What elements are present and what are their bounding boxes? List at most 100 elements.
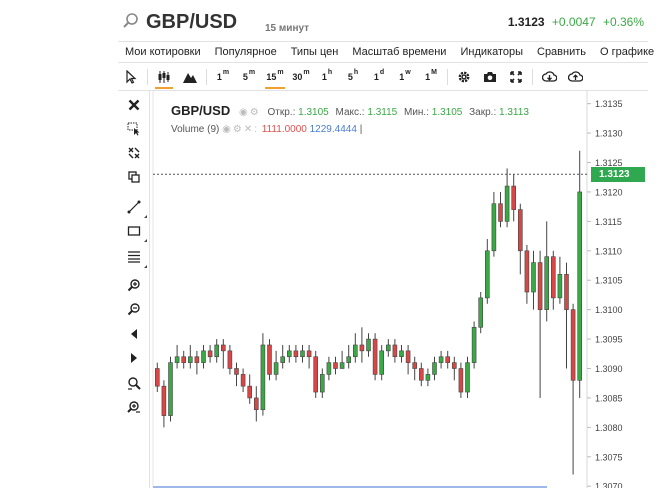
- scroll-right-icon[interactable]: [124, 348, 144, 368]
- menu-indicators[interactable]: Индикаторы: [460, 46, 523, 58]
- more-icon[interactable]: :: [254, 124, 258, 135]
- scroll-left-icon[interactable]: [124, 324, 144, 344]
- candle-body: [188, 356, 193, 363]
- volume-value-1: 1111.0000: [261, 124, 307, 135]
- y-tick-label: 1.3115: [595, 217, 622, 227]
- select-cursor-icon[interactable]: [124, 119, 144, 139]
- candle-body: [168, 362, 173, 416]
- download-icon[interactable]: [536, 64, 562, 90]
- candle-body: [306, 350, 312, 358]
- chart-area[interactable]: 1.3135 1.3130 1.3125 1.3120 1.3115 1.3110 1.31…: [151, 91, 648, 488]
- candle-body: [452, 362, 457, 369]
- candle-body: [155, 368, 160, 387]
- y-tick-label: 1.3125: [595, 158, 623, 168]
- candle-body: [214, 344, 219, 358]
- toolbar-separator: [147, 68, 148, 85]
- quote-summary: 1.3123 +0.0047 +0.36%: [508, 15, 644, 29]
- eye-icon[interactable]: ◉: [222, 124, 231, 135]
- legend-close-value: 1.3113: [499, 107, 529, 118]
- menu-my-quotes[interactable]: Мои котировки: [125, 46, 201, 58]
- candle-body: [300, 350, 305, 358]
- candle-body: [227, 350, 233, 369]
- legend-low-value: 1.3105: [431, 107, 463, 118]
- toolbar-separator: [532, 68, 533, 85]
- remove-icon[interactable]: ✕: [243, 124, 253, 135]
- settings-icon[interactable]: ⚙: [249, 107, 259, 118]
- candle-body: [353, 344, 358, 358]
- candle-body: [372, 338, 378, 375]
- timeframe-label: 15 минут: [265, 23, 310, 34]
- eye-icon[interactable]: ◉: [239, 107, 248, 118]
- last-price: 1.3123: [507, 15, 545, 29]
- camera-icon[interactable]: [477, 64, 503, 90]
- candle-body: [524, 250, 530, 293]
- close-icon[interactable]: [124, 95, 144, 115]
- zoom-in-icon[interactable]: [124, 275, 144, 295]
- candle-body: [386, 344, 391, 352]
- candle-body: [491, 203, 497, 252]
- candlestick-chart[interactable]: 1.3135 1.3130 1.3125 1.3120 1.3115 1.3110 1.31…: [151, 91, 648, 488]
- upload-icon[interactable]: [562, 64, 588, 90]
- y-tick-label: 1.3095: [595, 335, 623, 345]
- candle-body: [247, 385, 252, 399]
- candle-body: [445, 356, 450, 363]
- candle-body: [412, 362, 417, 369]
- candle-body: [194, 356, 200, 363]
- menu-popular[interactable]: Популярное: [214, 46, 277, 58]
- candle-body: [181, 356, 186, 363]
- zoom-out-icon[interactable]: [124, 299, 144, 319]
- volume-value-2: 1229.4444: [309, 124, 357, 135]
- copy-icon[interactable]: [124, 167, 144, 187]
- volume-cursor: |: [359, 124, 363, 135]
- zoom-area-icon[interactable]: [124, 373, 144, 393]
- candle-body: [273, 362, 279, 375]
- candle-body: [537, 262, 543, 310]
- timeframe-30m[interactable]: 30 m: [292, 69, 310, 82]
- y-tick-label: 1.3130: [595, 129, 623, 139]
- candles-icon[interactable]: [151, 64, 177, 90]
- y-tick-label: 1.3070: [595, 482, 623, 488]
- rectangle-icon[interactable]: [124, 221, 147, 242]
- candle-body: [570, 309, 576, 381]
- settings-icon[interactable]: ⚙: [232, 124, 242, 135]
- trend-line-icon[interactable]: [124, 197, 147, 218]
- menu-time-scale[interactable]: Масштаб времени: [352, 46, 447, 58]
- fullscreen-icon[interactable]: [503, 64, 529, 90]
- candle-body: [346, 356, 351, 363]
- fibonacci-icon[interactable]: [124, 247, 147, 268]
- magnet-icon[interactable]: [124, 143, 144, 163]
- menu-price-types[interactable]: Типы цен: [290, 46, 339, 58]
- menu-compare[interactable]: Сравнить: [537, 46, 587, 58]
- candle-body: [161, 385, 167, 416]
- candle-body: [458, 368, 464, 393]
- candle-body: [280, 356, 285, 363]
- menu-about-chart[interactable]: О графике: [600, 46, 655, 58]
- candle-body: [240, 374, 246, 387]
- reset-zoom-icon[interactable]: [124, 397, 144, 417]
- legend-close-label: Закр.:: [469, 107, 497, 118]
- y-tick-label: 1.3090: [595, 364, 623, 374]
- search-icon[interactable]: [122, 12, 140, 30]
- y-tick-label: 1.3085: [595, 393, 623, 403]
- candle-body: [577, 191, 582, 381]
- legend-high-label: Макс.:: [335, 107, 365, 118]
- timeframe-15m[interactable]: 15 m: [262, 64, 288, 90]
- y-tick-label: 1.3135: [595, 99, 623, 109]
- candle-body: [267, 344, 272, 375]
- candle-body: [320, 374, 325, 393]
- cursor-icon[interactable]: [118, 64, 144, 90]
- candle-body: [465, 362, 470, 393]
- candle-body: [544, 256, 549, 310]
- gear-icon[interactable]: [451, 64, 477, 90]
- candle-body: [293, 350, 299, 358]
- candle-body: [564, 274, 569, 310]
- candle-body: [254, 397, 259, 411]
- mountain-icon[interactable]: [177, 64, 203, 90]
